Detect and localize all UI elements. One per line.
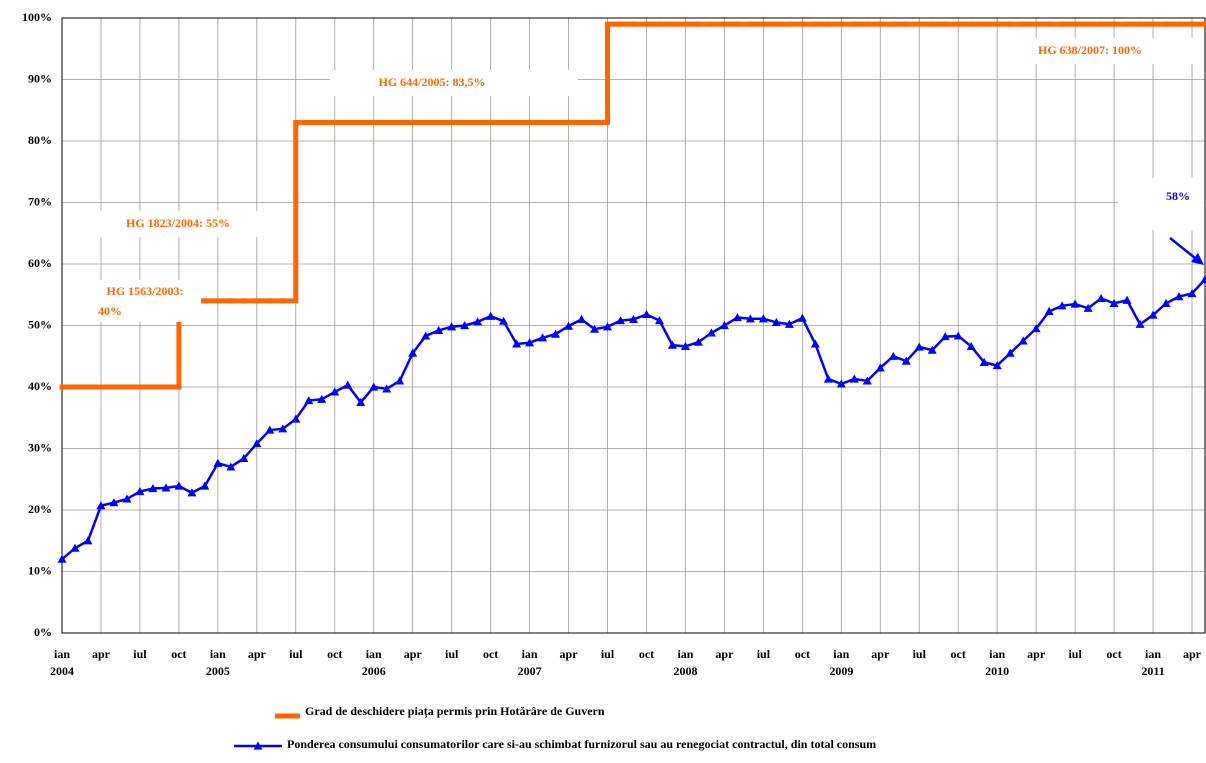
y-tick-label: 30% — [28, 440, 52, 454]
x-tick-label: oct — [639, 647, 654, 661]
x-tick-label: oct — [171, 647, 186, 661]
x-tick-label: oct — [951, 647, 966, 661]
annotation: HG 1823/2004: 55% — [126, 216, 230, 230]
x-tick-label: apr — [1027, 647, 1046, 661]
x-tick-label: ian — [54, 647, 70, 661]
x-year-label: 2004 — [50, 664, 74, 678]
x-year-label: 2005 — [206, 664, 230, 678]
y-tick-label: 80% — [28, 133, 52, 147]
annotation: 40% — [98, 304, 122, 318]
x-tick-label: iul — [133, 647, 147, 661]
x-tick-label: apr — [871, 647, 890, 661]
x-tick-label: ian — [210, 647, 226, 661]
annotation-box — [1118, 178, 1204, 230]
x-tick-label: apr — [715, 647, 734, 661]
x-tick-label: iul — [913, 647, 927, 661]
annotation: HG 644/2005: 83,5% — [379, 75, 486, 89]
y-tick-label: 40% — [28, 379, 52, 393]
x-tick-label: apr — [248, 647, 267, 661]
annotation: HG 1563/2003: — [107, 284, 184, 298]
x-tick-label: ian — [366, 647, 382, 661]
y-tick-label: 100% — [22, 10, 52, 24]
legend-label: Grad de deschidere piața permis prin Hot… — [305, 704, 605, 719]
x-year-label: 2009 — [829, 664, 853, 678]
y-tick-label: 90% — [28, 71, 52, 85]
annotation: HG 638/2007: 100% — [1038, 43, 1142, 57]
x-year-label: 2006 — [362, 664, 386, 678]
x-tick-label: ian — [989, 647, 1005, 661]
x-tick-label: apr — [92, 647, 111, 661]
x-tick-label: oct — [327, 647, 342, 661]
x-year-label: 2008 — [673, 664, 697, 678]
x-tick-label: ian — [1145, 647, 1161, 661]
y-tick-label: 0% — [34, 625, 52, 639]
x-tick-label: oct — [795, 647, 810, 661]
y-tick-label: 20% — [28, 502, 52, 516]
x-year-label: 2011 — [1141, 664, 1164, 678]
legend-label: Ponderea consumului consumatorilor care … — [287, 737, 876, 751]
annotation: 58% — [1166, 189, 1190, 203]
x-tick-label: apr — [560, 647, 579, 661]
y-tick-label: 10% — [28, 563, 52, 577]
y-tick-label: 60% — [28, 256, 52, 270]
x-tick-label: ian — [833, 647, 849, 661]
x-tick-label: ian — [522, 647, 538, 661]
x-year-label: 2007 — [518, 664, 542, 678]
x-tick-label: oct — [483, 647, 498, 661]
x-tick-label: iul — [757, 647, 771, 661]
x-tick-label: iul — [601, 647, 615, 661]
x-tick-label: ian — [677, 647, 693, 661]
x-tick-label: apr — [404, 647, 423, 661]
y-tick-label: 70% — [28, 194, 52, 208]
y-tick-label: 50% — [28, 317, 52, 331]
x-tick-label: iul — [1068, 647, 1082, 661]
x-year-label: 2010 — [985, 664, 1009, 678]
x-tick-label: iul — [445, 647, 459, 661]
x-tick-label: oct — [1106, 647, 1121, 661]
x-tick-label: apr — [1183, 647, 1202, 661]
x-tick-label: iul — [289, 647, 303, 661]
